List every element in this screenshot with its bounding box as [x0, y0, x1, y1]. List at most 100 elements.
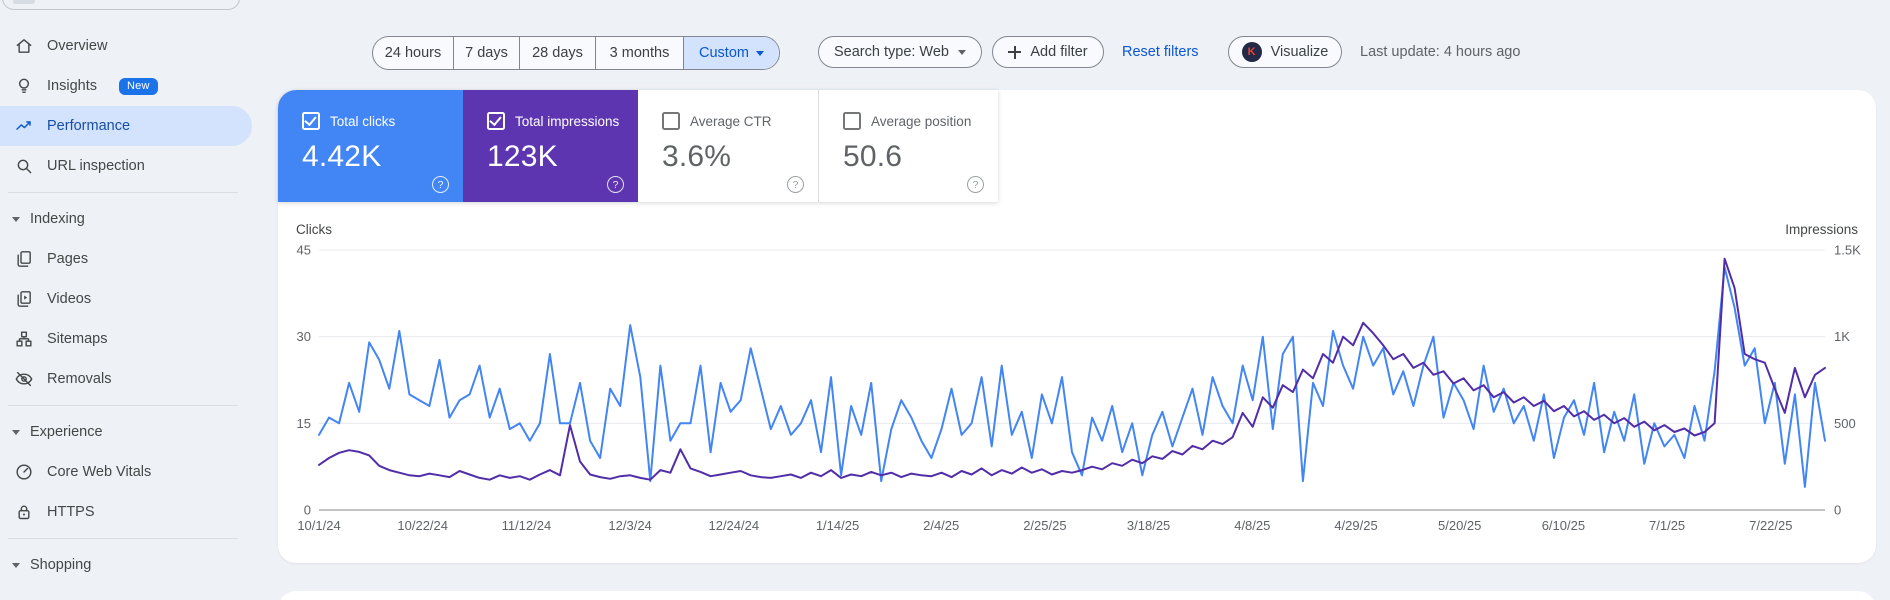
sidebar-section-label: Indexing — [30, 211, 85, 227]
total-clicks-label: Total clicks — [330, 113, 396, 129]
date-range-24-hours[interactable]: 24 hours — [373, 37, 453, 69]
pages-icon — [14, 249, 34, 269]
average-ctr-checkbox-unchecked[interactable] — [662, 112, 680, 130]
help-icon[interactable] — [432, 176, 449, 193]
x-axis-date-label: 12/3/24 — [608, 518, 651, 533]
total-impressions-card[interactable]: Total impressions 123K — [463, 90, 638, 202]
sidebar-item-label: Performance — [47, 118, 131, 134]
average-position-label: Average position — [871, 113, 972, 129]
left-axis-tick-label: 45 — [297, 243, 311, 258]
last-update-text: Last update: 4 hours ago — [1360, 44, 1521, 60]
sidebar-item-performance[interactable]: Performance — [0, 106, 252, 146]
add-filter-button[interactable]: Add filter — [992, 36, 1104, 68]
right-axis-tick-label: 1.5K — [1834, 243, 1861, 258]
total-clicks-value: 4.42K — [302, 140, 382, 173]
average-position-value: 50.6 — [843, 140, 903, 173]
chevron-down-icon — [755, 50, 764, 56]
sidebar-item-label: Videos — [47, 291, 92, 307]
x-axis-date-label: 7/22/25 — [1749, 518, 1792, 533]
date-range-custom[interactable]: Custom — [683, 37, 779, 69]
sidebar-item-label: Overview — [47, 38, 108, 54]
average-ctr-value: 3.6% — [662, 140, 732, 173]
looker-logo-icon: K — [1241, 42, 1262, 62]
right-axis-tick-label: 500 — [1834, 416, 1856, 431]
chart-svg: 45 1.5K 30 1K 15 500 0 0 Clicks Impressions 10/1/2… — [296, 222, 1861, 533]
performance-chart: 45 1.5K 30 1K 15 500 0 0 Clicks Impressions 10/1/2… — [278, 210, 1876, 560]
date-range-label: 28 days — [532, 45, 583, 61]
sidebar-item-label: Insights — [47, 78, 97, 94]
sidebar-section-label: Experience — [30, 424, 103, 440]
date-range-28-days[interactable]: 28 days — [519, 37, 595, 69]
new-badge: New — [118, 77, 158, 95]
average-position-checkbox-unchecked[interactable] — [843, 112, 861, 130]
chevron-down-icon — [958, 49, 966, 55]
date-range-3-months[interactable]: 3 months — [595, 37, 683, 69]
performance-panel: Total clicks 4.42K Total impressions 123… — [278, 90, 1876, 563]
sidebar: Overview Insights New Performance URL inspec… — [0, 0, 252, 600]
sidebar-item-sitemaps[interactable]: Sitemaps — [0, 319, 252, 359]
average-position-card[interactable]: Average position 50.6 — [818, 90, 998, 202]
sidebar-item-removals[interactable]: Removals — [0, 359, 252, 399]
sidebar-item-https[interactable]: HTTPS — [0, 492, 252, 532]
sidebar-divider — [8, 405, 238, 406]
sidebar-item-label: Core Web Vitals — [47, 464, 152, 480]
x-axis-date-label: 10/1/24 — [297, 518, 340, 533]
help-icon[interactable] — [787, 176, 804, 193]
total-impressions-checkbox-checked[interactable] — [487, 112, 505, 130]
help-icon[interactable] — [607, 176, 624, 193]
reset-filters-link[interactable]: Reset filters — [1122, 44, 1199, 60]
sidebar-item-url-inspection[interactable]: URL inspection — [0, 146, 252, 186]
chevron-down-icon — [12, 216, 20, 222]
chevron-down-icon — [12, 562, 20, 568]
total-impressions-label: Total impressions — [515, 113, 620, 129]
sidebar-item-videos[interactable]: Videos — [0, 279, 252, 319]
sidebar-item-overview[interactable]: Overview — [0, 26, 252, 66]
search-type-label: Search type: Web — [834, 44, 949, 60]
total-impressions-value: 123K — [487, 140, 558, 173]
plus-icon — [1008, 45, 1022, 59]
x-axis-date-label: 1/14/25 — [816, 518, 859, 533]
sidebar-item-insights[interactable]: Insights New — [0, 66, 252, 106]
chart-line-total-impressions — [318, 257, 1826, 481]
search-type-chip[interactable]: Search type: Web — [818, 36, 982, 68]
right-axis-tick-label: 0 — [1834, 503, 1841, 518]
sidebar-section-experience[interactable]: Experience — [0, 412, 252, 452]
sidebar-item-core-web-vitals[interactable]: Core Web Vitals — [0, 452, 252, 492]
eye-off-icon — [14, 369, 34, 389]
visualize-button[interactable]: K Visualize — [1228, 36, 1342, 68]
sidebar-item-label: HTTPS — [47, 504, 95, 520]
date-range-control: 24 hours 7 days 28 days 3 months Custom — [372, 36, 780, 70]
videos-icon — [14, 289, 34, 309]
property-selector-thumb — [13, 0, 35, 4]
next-panel — [278, 591, 1876, 600]
total-clicks-card[interactable]: Total clicks 4.42K — [278, 90, 463, 202]
left-axis-tick-label: 0 — [304, 503, 311, 518]
date-range-label: 7 days — [465, 45, 508, 61]
chevron-down-icon — [12, 429, 20, 435]
sidebar-item-label: Pages — [47, 251, 89, 267]
average-ctr-card[interactable]: Average CTR 3.6% — [638, 90, 818, 202]
sidebar-item-pages[interactable]: Pages — [0, 239, 252, 279]
sidebar-section-shopping[interactable]: Shopping — [0, 545, 252, 585]
average-ctr-label: Average CTR — [690, 113, 772, 129]
right-axis-tick-label: 1K — [1834, 329, 1850, 344]
x-axis-date-label: 7/1/25 — [1649, 518, 1685, 533]
sidebar-divider — [8, 192, 238, 193]
search-icon — [14, 156, 34, 176]
home-icon — [14, 36, 34, 56]
x-axis-date-label: 2/4/25 — [923, 518, 959, 533]
total-clicks-checkbox-checked[interactable] — [302, 112, 320, 130]
help-icon[interactable] — [967, 176, 984, 193]
x-axis-date-label: 3/18/25 — [1127, 518, 1170, 533]
date-range-7-days[interactable]: 7 days — [453, 37, 519, 69]
date-range-label: 3 months — [609, 45, 670, 61]
sitemaps-icon — [14, 329, 34, 349]
x-axis-date-label: 10/22/24 — [397, 518, 448, 533]
visualize-label: Visualize — [1270, 44, 1329, 60]
x-axis-date-label: 4/8/25 — [1234, 518, 1270, 533]
chart-line-total-clicks — [318, 266, 1826, 488]
sidebar-divider — [8, 538, 238, 539]
sidebar-section-indexing[interactable]: Indexing — [0, 199, 252, 239]
add-filter-label: Add filter — [1030, 44, 1088, 60]
